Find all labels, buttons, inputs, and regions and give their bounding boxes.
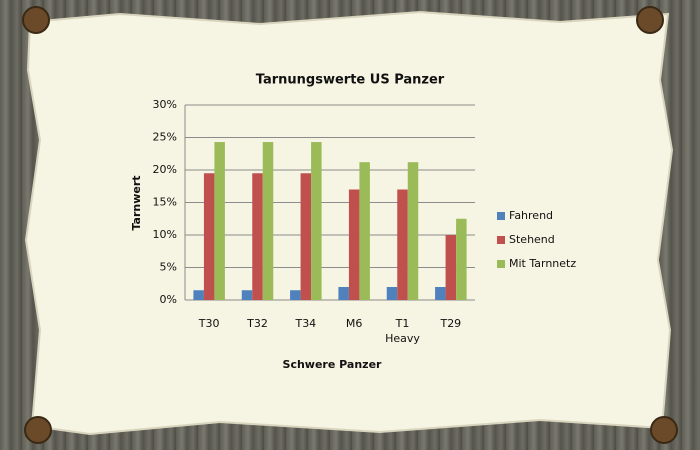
legend-swatch (497, 236, 505, 244)
legend-label: Fahrend (509, 209, 553, 222)
y-tick-label: 10% (153, 228, 177, 241)
y-tick-label: 15% (153, 196, 177, 209)
y-tick-label: 0% (160, 293, 177, 306)
legend-label: Stehend (509, 233, 555, 246)
bar (193, 290, 204, 300)
bar (300, 173, 312, 300)
x-tick-label: M6 (345, 317, 363, 330)
bar (397, 189, 408, 300)
bar (407, 162, 419, 300)
bar (445, 235, 457, 300)
bar (386, 287, 398, 300)
bar (311, 142, 322, 300)
bar (290, 290, 301, 300)
bar (203, 173, 215, 300)
y-axis-title: Tarnwert (130, 175, 143, 230)
legend-swatch (497, 260, 505, 268)
legend-swatch (497, 212, 505, 220)
bar (435, 287, 446, 300)
bar (252, 173, 263, 300)
bar (262, 142, 274, 300)
corner-nails (22, 6, 678, 444)
y-tick-label: 20% (153, 163, 177, 176)
bar (456, 218, 467, 300)
x-tick-label: T29 (440, 317, 462, 330)
x-tick-label: T1 Heavy (385, 317, 420, 345)
y-tick-label: 25% (153, 131, 177, 144)
x-tick-label: T32 (247, 317, 268, 330)
x-axis-title: Schwere Panzer (283, 358, 382, 371)
x-tick-label: T30 (198, 317, 220, 330)
bar (359, 162, 370, 300)
chart-title: Tarnungswerte US Panzer (256, 73, 445, 88)
y-tick-label: 5% (160, 261, 177, 274)
y-tick-label: 30% (153, 98, 177, 111)
bar (348, 189, 360, 300)
legend-label: Mit Tarnnetz (509, 257, 576, 270)
x-tick-label: T34 (295, 317, 317, 330)
bar (241, 290, 253, 300)
bar (214, 142, 225, 300)
bar (338, 287, 349, 300)
